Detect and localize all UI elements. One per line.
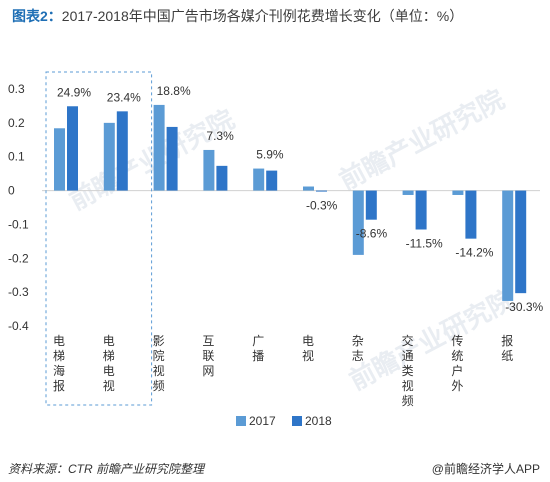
category-label: 院: [153, 349, 165, 363]
y-tick-label: 0.1: [8, 150, 25, 164]
bar-2018: [515, 190, 527, 294]
category-label: 传: [451, 333, 463, 348]
category-label: 播: [252, 349, 264, 363]
highlight-box: [45, 71, 153, 406]
category-label: 视: [402, 378, 414, 393]
category-label: 类: [402, 364, 414, 378]
bar-2018: [465, 190, 477, 239]
data-label: -14.2%: [455, 246, 493, 260]
category-label: 报: [53, 378, 65, 393]
bar-2017: [203, 149, 215, 191]
legend-label: 2018: [305, 414, 332, 428]
bar-2017: [402, 190, 414, 195]
bar-2018: [67, 106, 78, 191]
bar-2017: [253, 168, 265, 191]
category-label: 志: [352, 349, 364, 363]
data-label: 7.3%: [206, 129, 234, 143]
category-label: 户: [451, 363, 463, 378]
category-label: 电: [103, 364, 115, 378]
source-note: 资料来源：CTR 前瞻产业研究院整理: [8, 462, 204, 476]
title-prefix: 图表2：: [12, 8, 62, 24]
data-label: 24.9%: [57, 85, 91, 99]
data-label: -11.5%: [406, 237, 443, 251]
category-label: 联: [202, 349, 214, 363]
bar-2018: [116, 111, 128, 191]
bar-2017: [502, 190, 514, 301]
y-tick-label: -0.1: [8, 217, 29, 231]
bar-2018: [365, 190, 377, 220]
category-label: 视: [103, 378, 115, 393]
category-label: 梯: [103, 349, 115, 363]
category-label: 互: [202, 334, 214, 348]
category-label: 通: [402, 349, 414, 363]
legend-label: 2017: [249, 414, 276, 428]
y-tick-label: -0.2: [8, 251, 29, 265]
title-text: 2017-2018年中国广告市场各媒介刊例花费增长变化（单位：%）: [61, 8, 464, 24]
category-label: 交: [402, 333, 414, 348]
category-label: 纸: [501, 349, 513, 363]
bar-2017: [303, 186, 314, 191]
category-label: 报: [501, 333, 513, 348]
y-tick-label: 0.3: [8, 82, 25, 96]
bar-2018: [216, 165, 228, 191]
data-label: 5.9%: [256, 148, 284, 162]
y-tick-label: 0.2: [8, 116, 25, 130]
category-label: 电: [53, 334, 65, 348]
category-label: 视: [302, 348, 314, 363]
category-label: 视: [153, 363, 165, 378]
category-label: 杂: [352, 334, 364, 348]
category-label: 外: [451, 379, 463, 393]
data-label: -0.3%: [306, 199, 338, 213]
bar-2017: [54, 128, 65, 191]
category-label: 海: [53, 363, 65, 378]
bar-2018: [266, 170, 278, 191]
data-label: 23.4%: [107, 90, 141, 104]
brand-credit: @前瞻经济学人APP: [431, 462, 540, 476]
y-tick-label: -0.4: [8, 319, 29, 333]
category-label: 频: [402, 394, 414, 408]
data-label: -8.6%: [356, 227, 388, 241]
category-label: 电: [302, 334, 314, 348]
bar-2017: [352, 190, 364, 255]
bar-2017: [452, 190, 464, 195]
category-label: 频: [153, 379, 165, 393]
legend-swatch: [292, 416, 302, 426]
category-label: 电: [103, 334, 115, 348]
category-label: 网: [202, 364, 214, 378]
bar-2017: [153, 104, 165, 191]
category-label: 影: [153, 334, 165, 348]
category-label: 广: [252, 334, 264, 348]
bar-2017: [103, 122, 115, 191]
bar-2018: [166, 126, 178, 191]
y-tick-label: -0.3: [8, 285, 29, 299]
bar-2018: [415, 190, 427, 230]
bar-2018: [316, 190, 327, 192]
category-label: 梯: [53, 349, 65, 363]
data-label: 18.8%: [157, 84, 191, 98]
y-tick-label: 0: [8, 184, 15, 198]
legend-swatch: [236, 416, 246, 426]
category-label: 统: [451, 349, 463, 363]
chart-title: 图表2：2017-2018年中国广告市场各媒介刊例花费增长变化（单位：%）: [12, 6, 512, 26]
data-label: -30.3%: [505, 300, 543, 314]
